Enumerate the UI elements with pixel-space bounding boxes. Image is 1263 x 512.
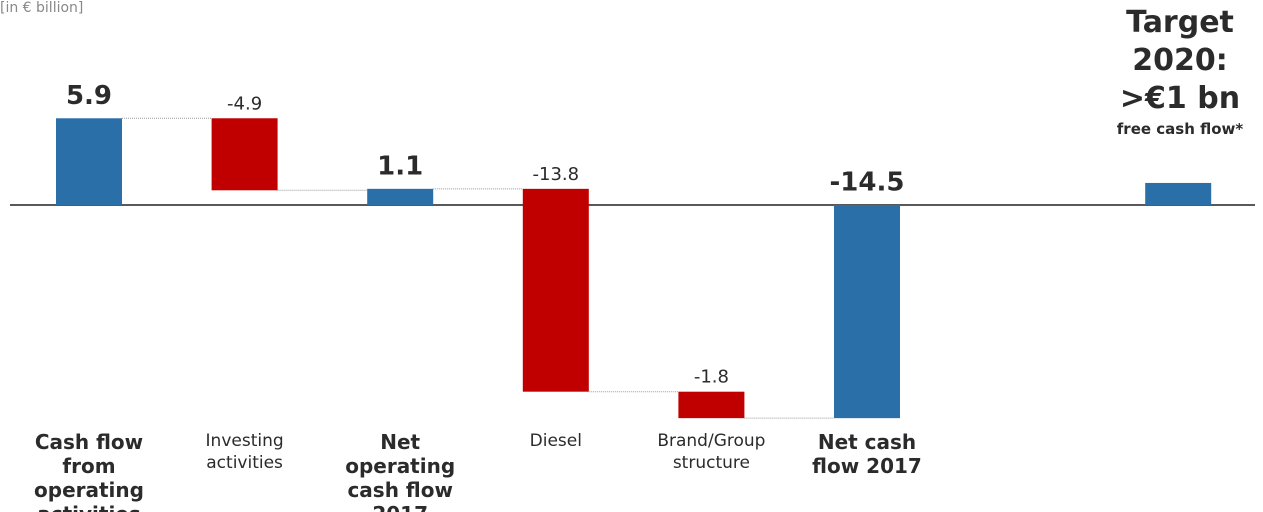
target-title: Target 2020: >€1 bn (1119, 5, 1241, 116)
bar (834, 205, 900, 419)
category-label: Brand/Group structure (657, 431, 766, 473)
value-label: 1.1 (377, 151, 423, 181)
bar (211, 118, 278, 191)
category-label: Investing activities (205, 431, 284, 473)
value-label: -1.8 (694, 367, 729, 388)
target-bar (1145, 182, 1212, 205)
value-label: -13.8 (533, 164, 580, 185)
category-label: Cash flow from operating activities (34, 430, 144, 512)
value-label: 5.9 (66, 81, 112, 111)
bar (522, 188, 589, 392)
bar (56, 118, 122, 205)
unit-label: [in € billion] (0, 0, 84, 16)
category-label: Net operating cash flow 2017 (345, 430, 456, 512)
value-label: -14.5 (830, 168, 905, 198)
category-label: Diesel (529, 431, 582, 451)
bar (678, 391, 745, 419)
value-label: -4.9 (227, 93, 262, 114)
target-subtitle: free cash flow* (1116, 120, 1244, 138)
bar (367, 188, 434, 205)
target-box: Target 2020: >€1 bn free cash flow* (1090, 4, 1263, 138)
category-label: Net cash flow 2017 (812, 430, 922, 478)
